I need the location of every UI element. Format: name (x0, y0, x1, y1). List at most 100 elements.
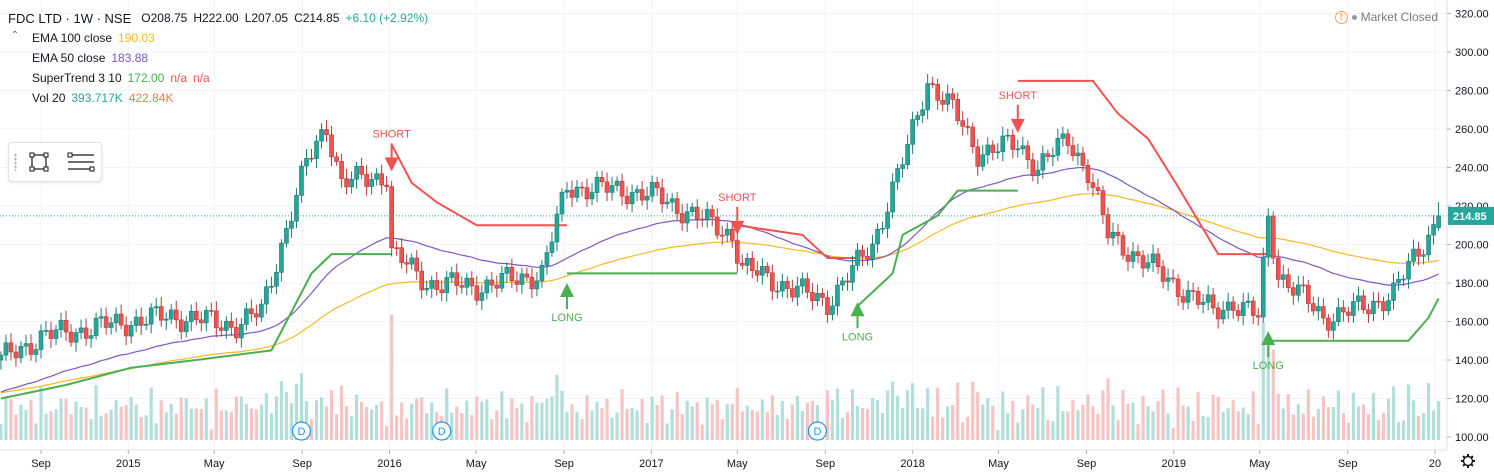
drag-grip-icon[interactable] (14, 153, 17, 171)
gear-icon[interactable] (1461, 454, 1475, 468)
candle-body (870, 243, 875, 260)
volume-bar (775, 414, 779, 440)
volume-bar (575, 411, 579, 440)
candle-body (113, 313, 119, 324)
volume-bar (199, 408, 203, 440)
candle-body (960, 120, 966, 127)
candle-body (63, 319, 69, 333)
candle-body (574, 186, 580, 198)
volume-bar (129, 396, 133, 440)
candle-body (304, 157, 309, 167)
candle-body (1130, 251, 1136, 262)
volume-bar (1291, 414, 1295, 440)
time-tick-label: 2019 (1162, 458, 1186, 470)
volume-bar (485, 399, 489, 440)
candle-body (1205, 294, 1211, 303)
study-ema100[interactable]: ⌃ EMA 100 close 190.03 (8, 28, 434, 48)
volume-bar (94, 385, 98, 440)
volume-bar (174, 413, 178, 440)
candle-body (163, 318, 169, 321)
volume-bar (344, 406, 349, 440)
candle-body (609, 185, 615, 193)
candle-body (128, 325, 134, 337)
candle-body (925, 83, 930, 111)
market-status[interactable]: ! Market Closed (1334, 10, 1438, 24)
candle-body (875, 228, 880, 245)
short-signal-arrow (1010, 118, 1025, 133)
volume-bar (1196, 392, 1200, 440)
lines-tool-icon[interactable] (65, 149, 95, 175)
study-supertrend[interactable]: SuperTrend 3 10 172.00 n/a n/a (8, 68, 434, 88)
candle-body (13, 351, 19, 359)
volume-bar (365, 407, 369, 440)
volume-bar (49, 411, 53, 440)
candle-body (1431, 224, 1436, 236)
candle-body (1005, 134, 1011, 137)
volume-bar (585, 395, 589, 440)
volume-bar (795, 395, 799, 440)
volume-bar (1326, 407, 1330, 440)
volume-bar (1401, 420, 1406, 440)
study-ema50[interactable]: EMA 50 close 183.88 (8, 48, 434, 68)
chart-legend: FDC LTD · 1W · NSE O208.75 H222.00 L207.… (8, 8, 434, 108)
time-tick-label: Sep (554, 458, 574, 470)
volume-bar (1036, 408, 1040, 440)
volume-bar (9, 399, 13, 440)
volume-bar (244, 403, 248, 440)
candle-body (1165, 277, 1171, 282)
volume-bar (1306, 389, 1310, 440)
candle-body (554, 213, 560, 243)
volume-bar (1016, 422, 1020, 440)
volume-bar (1371, 393, 1376, 440)
candle-body (1070, 145, 1076, 157)
candle-body (599, 177, 605, 183)
candle-body (619, 180, 625, 197)
volume-bar (570, 404, 574, 440)
volume-bar (430, 402, 434, 440)
candle-body (359, 165, 364, 175)
candle-body (644, 195, 650, 201)
candle-body (1396, 279, 1401, 284)
volume-bar (1361, 404, 1366, 440)
candle-body (369, 179, 374, 187)
candle-body (750, 258, 755, 271)
volume-bar (134, 404, 138, 440)
study-volume[interactable]: Vol 20 393.717K 422.84K (8, 88, 434, 108)
volume-bar (1066, 411, 1070, 440)
candle-body (329, 134, 334, 158)
market-status-label: Market Closed (1360, 10, 1438, 24)
volume-bar (74, 401, 78, 440)
candle-body (920, 109, 925, 116)
volume-bar (470, 415, 474, 440)
volume-bar (1286, 394, 1290, 440)
candle-body (1150, 253, 1156, 264)
volume-bar (610, 417, 614, 440)
candle-body (1055, 138, 1061, 156)
candle-body (564, 189, 570, 193)
volume-bar (1051, 421, 1055, 440)
chevron-up-icon[interactable]: ⌃ (10, 30, 20, 41)
time-tick-label: May (988, 458, 1009, 470)
long-signal-arrow (850, 302, 865, 317)
candle-body (825, 297, 830, 315)
supertrend-down-line (737, 224, 858, 259)
volume-bar (69, 414, 73, 440)
volume-bar (1171, 428, 1175, 440)
volume-bar (375, 404, 379, 440)
candle-body (800, 278, 805, 287)
volume-bar (986, 397, 990, 440)
volume-bar (1186, 406, 1190, 440)
rectangle-tool-icon[interactable] (25, 149, 53, 175)
volume-bar (946, 406, 950, 440)
volume-bar (690, 406, 694, 440)
volume-bar (830, 399, 835, 440)
candle-body (1406, 261, 1411, 280)
candle-body (1180, 296, 1186, 303)
candle-body (1060, 133, 1066, 139)
candle-body (1255, 315, 1261, 318)
symbol-title[interactable]: FDC LTD · 1W · NSE (8, 10, 132, 26)
volume-bar (324, 406, 329, 440)
candle-body (419, 270, 425, 291)
volume-bar (1281, 408, 1285, 440)
